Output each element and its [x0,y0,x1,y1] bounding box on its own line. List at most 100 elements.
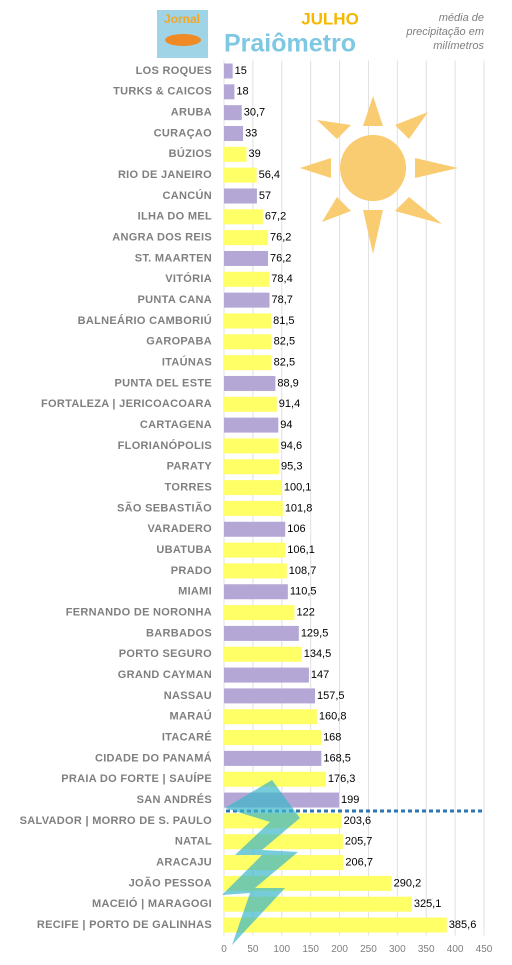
note: milímetros [433,40,484,52]
y-tick-label: SALVADOR | MORRO DE S. PAULO [20,815,213,827]
y-tick-label: JOÃO PESSOA [129,876,212,889]
bar [224,709,317,725]
y-tick-label: SÃO SEBASTIÃO [117,501,212,514]
value-label: 67,2 [265,211,286,223]
bar [224,313,272,329]
bar [224,417,279,433]
y-tick-label: CIDADE DO PANAMÁ [95,751,212,764]
bar [224,500,283,516]
value-label: 385,6 [449,919,477,931]
value-label: 101,8 [285,502,313,514]
bar [224,750,322,766]
bar [224,396,277,412]
y-tick-label: GRAND CAYMAN [118,669,212,681]
bar [224,355,272,371]
value-label: 78,7 [271,294,292,306]
y-tick-label: FORTALEZA | JERICOACOARA [41,398,212,410]
value-label: 176,3 [328,773,356,785]
sun [300,96,458,254]
x-tick-label: 350 [418,944,435,955]
value-label: 168 [323,731,341,743]
bar [224,125,244,141]
bar [224,730,322,746]
bar [224,250,269,266]
y-tick-label: VARADERO [147,523,212,535]
bar [224,625,299,641]
value-label: 325,1 [414,898,442,910]
x-tick-label: 100 [273,944,290,955]
value-label: 106,1 [287,544,315,556]
value-label: 206,7 [345,856,373,868]
y-tick-label: BÚZIOS [169,147,212,160]
value-label: 134,5 [304,648,332,660]
y-tick-label: NATAL [175,836,212,848]
value-label: 82,5 [274,357,295,369]
x-tick-label: 200 [331,944,348,955]
y-tick-label: RECIFE | PORTO DE GALINHAS [37,919,212,931]
y-tick-label: MACEIÓ | MARAGOGI [92,897,212,910]
value-label: 56,4 [259,169,280,181]
y-tick-label: ITACARÉ [162,730,212,743]
bar [224,438,279,454]
y-tick-label: VITÓRIA [165,272,212,285]
value-label: 122 [296,606,314,618]
value-label: 199 [341,794,359,806]
value-label: 106 [287,523,305,535]
value-label: 168,5 [323,752,351,764]
bar [224,334,272,350]
x-tick-label: 50 [247,944,259,955]
bar [224,209,263,225]
y-tick-label: LOS ROQUES [136,65,212,77]
y-tick-label: PARATY [167,461,213,473]
y-tick-label: NASSAU [164,690,212,702]
bar [224,188,257,204]
value-label: 94 [280,419,292,431]
value-label: 108,7 [289,565,317,577]
lightning [222,780,300,945]
logo-box [157,10,208,58]
logo-boat [165,34,201,46]
value-label: 203,6 [344,815,372,827]
value-label: 39 [249,148,261,160]
y-tick-label: PORTO SEGURO [119,648,212,660]
bar [224,63,233,79]
y-tick-label: GAROPABA [146,336,212,348]
value-label: 110,5 [290,586,317,598]
value-label: 91,4 [279,398,300,410]
bar [224,459,280,475]
bar [224,563,287,579]
value-label: 290,2 [394,877,422,889]
y-tick-label: TORRES [165,482,212,494]
y-tick-label: UBATUBA [156,544,212,556]
y-tick-label: ST. MAARTEN [135,252,212,264]
chart-subtitle: Praiômetro [224,30,356,58]
grid: 0 50 100 150 200 250 300 350 400 450 [221,60,493,955]
bar [224,917,447,933]
value-label: 94,6 [281,440,302,452]
y-tick-label: PRADO [171,565,212,577]
y-tick-label: PUNTA DEL ESTE [114,377,212,389]
bar [224,834,343,850]
value-label: 95,3 [281,461,302,473]
logo-text: Jornal [164,12,200,26]
value-label: 100,1 [284,482,312,494]
y-tick-label: MIAMI [178,586,212,598]
value-label: 30,7 [244,107,265,119]
y-tick-label: PUNTA CANA [138,294,213,306]
x-tick-label: 300 [389,944,406,955]
y-tick-label: FLORIANÓPOLIS [118,439,212,452]
bar [224,105,242,121]
y-tick-label: CURAÇAO [154,127,212,139]
chart-title: JULHO [301,9,359,28]
y-tick-label: TURKS & CAICOS [113,86,212,98]
value-label: 76,2 [270,252,291,264]
note: média de [439,12,484,24]
bar [224,480,282,496]
value-label: 76,2 [270,232,291,244]
bars: LOS ROQUES 15 TURKS & CAICOS 18 ARUBA 30,7 CUR… [20,63,477,933]
y-tick-label: ITAÚNAS [162,356,212,369]
value-label: 57 [259,190,271,202]
value-label: 129,5 [301,627,329,639]
y-tick-label: ANGRA DOS REIS [112,232,212,244]
y-tick-label: CANCÚN [163,189,212,202]
